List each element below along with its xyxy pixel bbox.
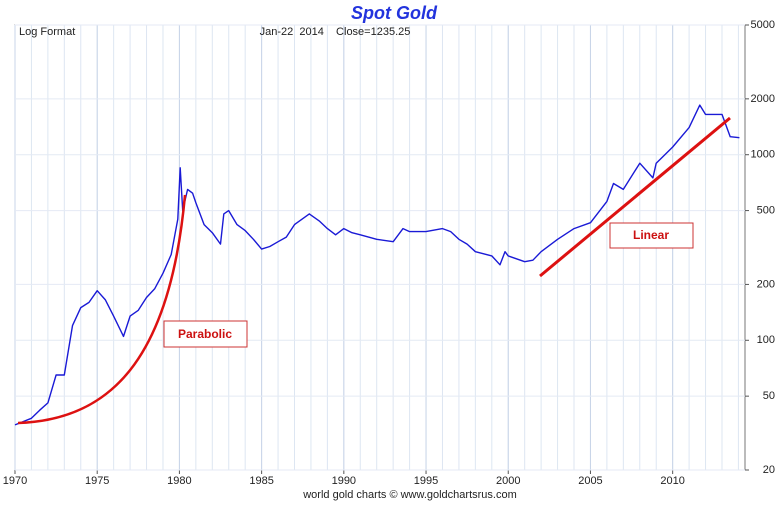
- y-tick-label: 200: [757, 278, 775, 290]
- annotation: Parabolic: [178, 327, 232, 341]
- parabolic-curve: [17, 194, 187, 425]
- annotation: Linear: [633, 228, 669, 242]
- y-tick-label: 5000: [751, 19, 775, 31]
- x-tick-label: 2000: [496, 475, 520, 487]
- y-tick-label: 1000: [751, 149, 775, 161]
- y-tick-label: 2000: [751, 93, 775, 105]
- annotation-box: [609, 222, 694, 249]
- x-tick-label: 2005: [578, 475, 602, 487]
- footer: world gold charts © www.goldchartsrus.co…: [302, 489, 517, 501]
- linear-trend: [539, 116, 731, 278]
- price-line: [14, 104, 740, 426]
- y-tick-label: 500: [757, 204, 775, 216]
- x-tick-label: 1985: [249, 475, 273, 487]
- annotation: Jan-22 2014 Close=1235.25: [260, 26, 411, 38]
- x-tick-label: 1980: [167, 475, 191, 487]
- x-tick-label: 1970: [3, 475, 27, 487]
- x-tick-label: 2010: [660, 475, 684, 487]
- x-tick-label: 1975: [85, 475, 109, 487]
- y-tick-label: 50: [763, 390, 775, 402]
- annotation-box: [163, 320, 248, 348]
- y-tick-label: 100: [757, 334, 775, 346]
- chart-title: Spot Gold: [351, 3, 438, 23]
- data-layer: [14, 104, 740, 426]
- y-tick-label: 20: [763, 464, 775, 476]
- x-tick-label: 1990: [332, 475, 356, 487]
- x-tick-label: 1995: [414, 475, 438, 487]
- annotation: Log Format: [19, 26, 75, 38]
